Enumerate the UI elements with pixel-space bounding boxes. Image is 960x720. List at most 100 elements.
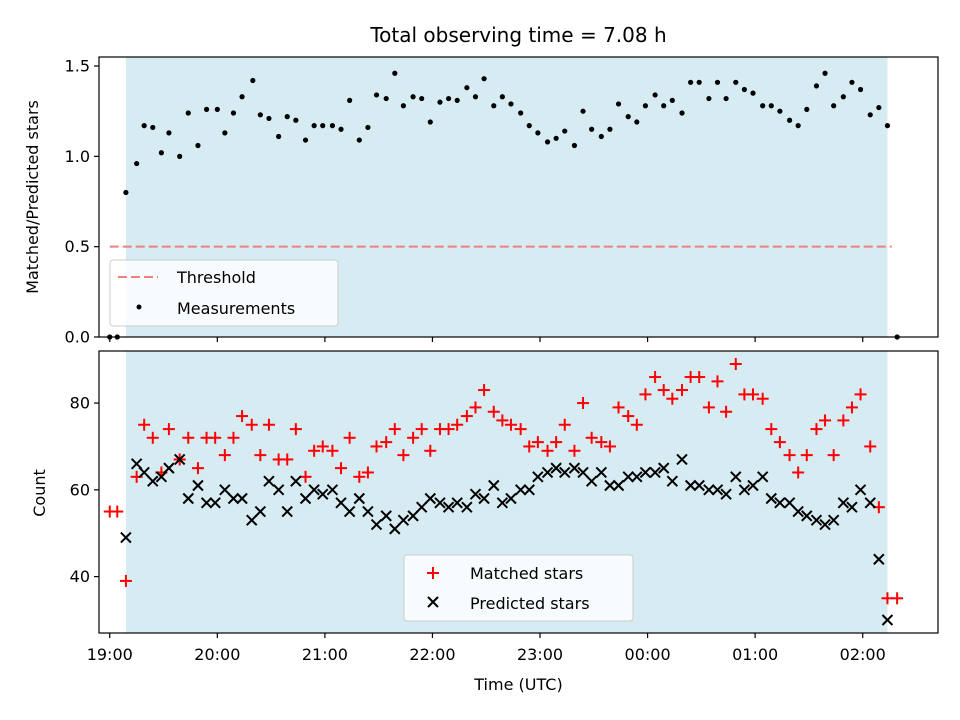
measurement-point [437, 99, 443, 105]
top-panel-frame [98, 56, 939, 338]
matched-star-point [289, 423, 302, 436]
measurement-point [768, 103, 774, 109]
measurement-point [320, 123, 326, 129]
predicted-star-point [577, 466, 589, 479]
measurement-point [642, 103, 649, 109]
legend-measurements-label: Measurements [177, 299, 295, 318]
predicted-marker-b [308, 484, 320, 496]
matched-star-point [281, 453, 294, 466]
measurement-point [356, 137, 362, 143]
measurement-point [257, 112, 263, 118]
matched-star-point [827, 449, 840, 462]
predicted-marker-b [272, 484, 285, 496]
predicted-marker-b [541, 466, 554, 479]
predicted-marker-b [810, 514, 823, 526]
measurement-point [571, 142, 578, 149]
matched-star-point [361, 466, 374, 479]
predicted-star-point [163, 462, 175, 474]
bottom-ytick-label: 40 [70, 567, 90, 586]
matched-star-point [460, 410, 473, 423]
measurement-point [284, 114, 290, 120]
matched-star-point [504, 418, 517, 431]
matched-star-point [353, 470, 366, 483]
predicted-marker-b [559, 466, 571, 479]
predicted-stars-series [120, 453, 894, 626]
predicted-marker-b [380, 510, 392, 522]
predicted-star-point [854, 484, 867, 496]
measurement-point [410, 94, 416, 100]
measurement-point [625, 114, 631, 120]
matched-star-point [675, 384, 688, 397]
predicted-marker-b [353, 492, 366, 505]
matched-star-point [666, 392, 679, 405]
measurement-point [329, 123, 336, 129]
predicted-star-point [676, 453, 688, 466]
matched-star-point [442, 423, 455, 436]
bottom-legend-box [403, 554, 634, 622]
matched-star-point [819, 414, 832, 427]
predicted-marker-b [684, 479, 697, 492]
predicted-marker-b [854, 484, 867, 496]
measurement-point [214, 106, 220, 112]
measurement-point [311, 123, 317, 129]
measurement-point [427, 119, 433, 125]
measurement-point [706, 95, 712, 102]
predicted-marker-b [254, 505, 267, 518]
predicted-marker-b [335, 497, 347, 509]
measurement-point [134, 160, 140, 167]
predicted-marker-b [622, 471, 634, 483]
measurement-point [419, 95, 425, 102]
matched-star-point [343, 431, 356, 444]
top-ytick-label: 0.0 [65, 328, 90, 347]
top-panel: 0.0 0.5 1.0 1.5 Total observing time = 7.08… [23, 23, 939, 347]
measurement-point [857, 86, 864, 93]
top-x-axis-ticks [109, 337, 864, 342]
matched-star-point [568, 444, 581, 457]
predicted-marker-b [434, 497, 446, 509]
predicted-star-point [756, 471, 769, 483]
matched-star-point [720, 405, 733, 418]
predicted-marker-b [451, 497, 463, 509]
predicted-star-point [649, 466, 661, 479]
matched-star-point [864, 440, 877, 453]
matched-star-point [541, 444, 554, 457]
predicted-star-point [505, 492, 517, 505]
matched-star-point [622, 410, 635, 423]
measurement-point [795, 123, 801, 129]
measurement-point [607, 126, 613, 132]
predicted-star-point [819, 518, 831, 531]
measurement-point [518, 110, 524, 116]
measurement-point [669, 97, 675, 103]
predicted-marker-b [639, 466, 652, 479]
legend-predicted-label: Predicted stars [470, 594, 590, 613]
matched-star-point [146, 431, 159, 444]
matched-star-point [209, 431, 222, 444]
predicted-star-point [317, 488, 329, 500]
bottom-xtick-label: 19:00 [87, 645, 133, 664]
predicted-star-point [299, 492, 312, 505]
predicted-star-point [219, 484, 231, 496]
measurement-point [158, 150, 164, 156]
measurement-point [831, 103, 837, 109]
predicted-star-point [353, 492, 366, 505]
matched-star-point [603, 440, 616, 453]
predicted-marker-b [774, 497, 786, 509]
predicted-star-point [703, 484, 715, 496]
predicted-star-point [873, 553, 885, 565]
predicted-marker-b [747, 479, 759, 492]
matched-star-point [299, 470, 312, 483]
predicted-star-point [200, 497, 213, 509]
matched-star-point [711, 375, 724, 388]
predicted-marker-b [550, 462, 562, 474]
predicted-marker-b [397, 514, 410, 526]
predicted-marker-b [496, 497, 509, 509]
predicted-marker-b [281, 505, 293, 518]
matched-star-point [854, 388, 867, 401]
predicted-star-point [380, 510, 392, 522]
measurement-point [714, 79, 721, 85]
matched-star-point [119, 574, 132, 587]
measurement-point [464, 85, 470, 91]
predicted-star-point [147, 475, 159, 487]
bottom-xtick-label: 23:00 [517, 645, 563, 664]
measurement-point [777, 108, 783, 114]
